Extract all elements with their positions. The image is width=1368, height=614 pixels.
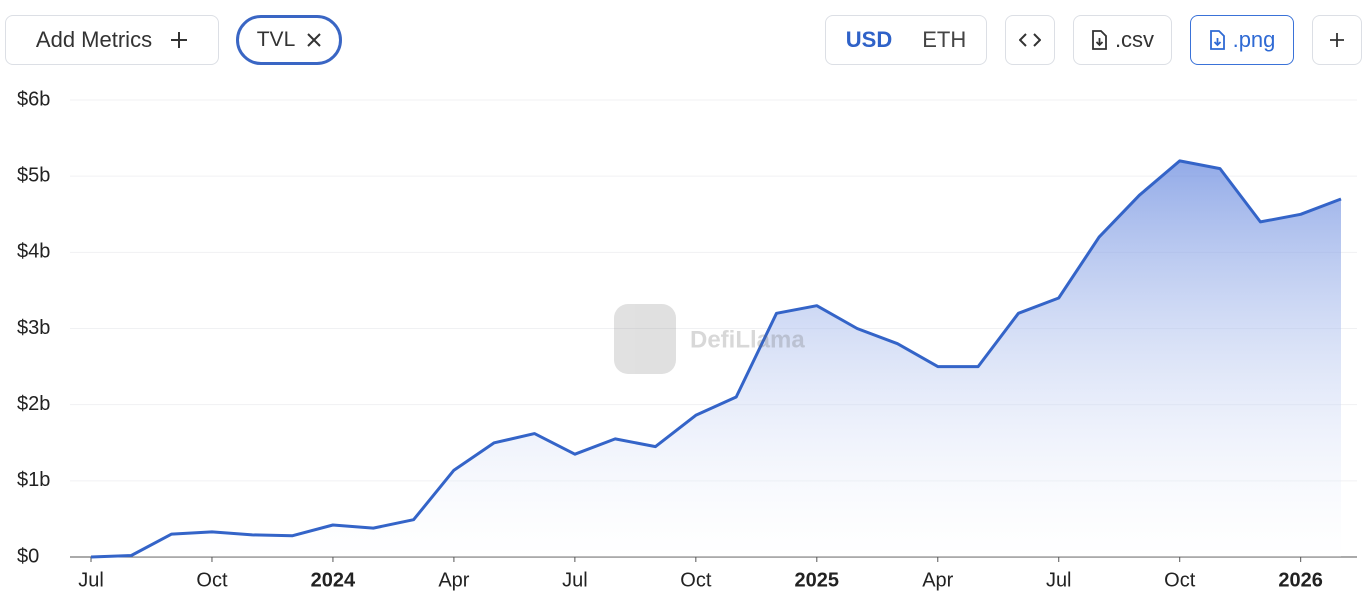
png-button[interactable]: .png bbox=[1190, 15, 1294, 65]
currency-option[interactable]: USD bbox=[845, 27, 893, 52]
plus-icon bbox=[171, 32, 188, 48]
x-tick-label: Apr bbox=[438, 569, 469, 591]
embed-button[interactable] bbox=[1005, 15, 1055, 65]
y-tick-label: $4b bbox=[17, 241, 50, 263]
watermark-text: DefiLlama bbox=[690, 326, 805, 353]
watermark-logo bbox=[614, 304, 676, 374]
file-icon bbox=[1092, 30, 1107, 50]
x-tick-label: 2025 bbox=[795, 569, 840, 591]
currency-option[interactable]: ETH bbox=[922, 27, 967, 52]
y-tick-label: $0 bbox=[17, 545, 39, 567]
file-icon bbox=[1209, 30, 1225, 50]
y-tick-label: $5b bbox=[17, 164, 50, 186]
close-icon bbox=[307, 33, 321, 47]
y-tick-label: $2b bbox=[17, 393, 50, 415]
x-tick-label: Jul bbox=[562, 569, 588, 591]
x-tick-label: Oct bbox=[196, 569, 228, 591]
area bbox=[91, 160, 1341, 557]
metric-tag-label: TVL bbox=[256, 28, 296, 51]
more-button[interactable] bbox=[1312, 15, 1362, 65]
add-metrics-label: Add Metrics bbox=[35, 27, 153, 52]
x-tick-label: 2026 bbox=[1278, 569, 1323, 591]
x-tick-label: Jul bbox=[1046, 569, 1072, 591]
metric-tag[interactable]: TVL bbox=[236, 15, 342, 65]
x-tick-label: Oct bbox=[1164, 569, 1196, 591]
y-tick-label: $6b bbox=[17, 88, 50, 110]
png-label: .png bbox=[1232, 27, 1276, 52]
code-icon bbox=[1019, 33, 1041, 47]
line bbox=[90, 159, 1342, 559]
csv-label: .csv bbox=[1114, 27, 1155, 52]
x-tick-label: Oct bbox=[680, 569, 712, 591]
y-tick-label: $3b bbox=[17, 317, 50, 339]
watermark: DefiLlama bbox=[614, 304, 805, 374]
x-tick-label: 2024 bbox=[311, 569, 356, 591]
add-metrics-button[interactable]: Add Metrics bbox=[5, 15, 219, 65]
currency-toggle: USD ETH bbox=[825, 15, 987, 65]
csv-button[interactable]: .csv bbox=[1073, 15, 1172, 65]
x-tick-label: Jul bbox=[78, 569, 104, 591]
plus-icon bbox=[1330, 33, 1344, 47]
y-tick-label: $1b bbox=[17, 469, 50, 491]
x-tick-label: Apr bbox=[922, 569, 953, 591]
